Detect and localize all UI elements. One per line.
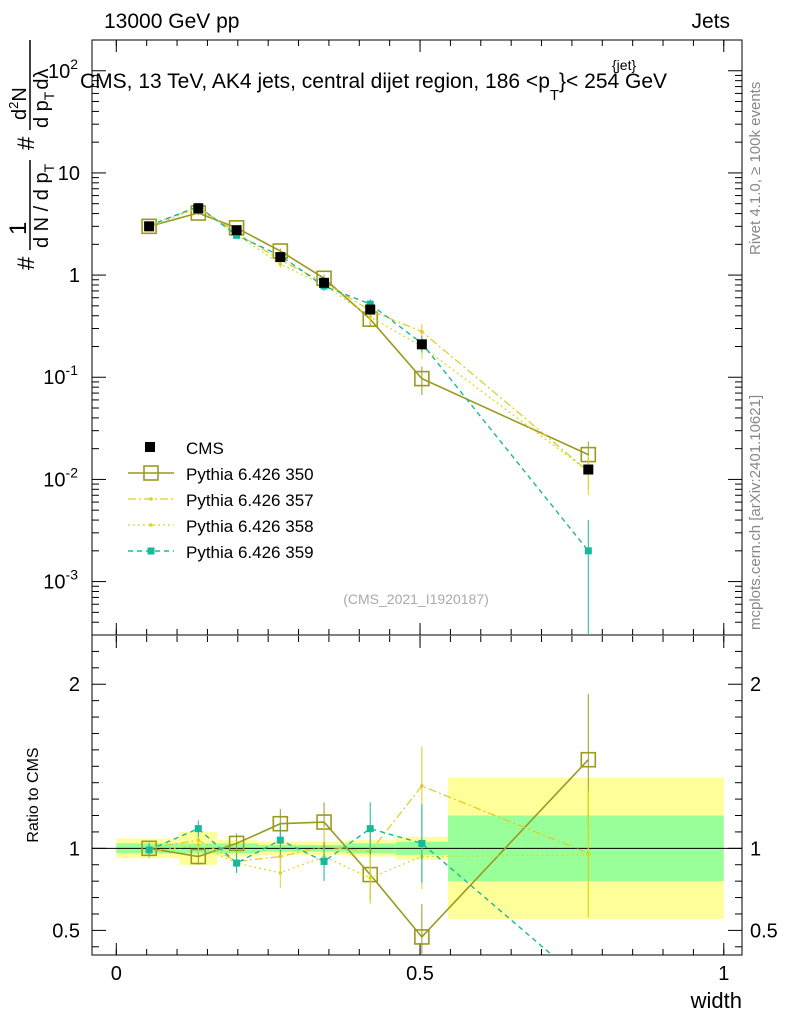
ratio-point-p350 [580, 751, 597, 768]
y-ratio-tick-label: 0.5 [52, 920, 80, 942]
data-point-cms [583, 464, 594, 475]
mcplots-label: mcplots.cern.ch [arXiv:2401.10621] [747, 395, 764, 630]
legend-label-p350: Pythia 6.426 350 [186, 465, 314, 484]
category-label: Jets [691, 10, 730, 33]
y-main-tick-label: 10-3 [43, 567, 78, 594]
ylabel-frac2-den-sub: T [41, 91, 57, 100]
legend-label-cms: CMS [186, 439, 224, 458]
ratio-plot-frame [91, 634, 743, 956]
data-point-cms [144, 221, 155, 232]
series-line-p357 [148, 206, 589, 472]
x-axis-label: width [690, 988, 742, 1013]
ylabel-frac2-num-d: d [9, 109, 31, 120]
ylabel-frac2-den: d pTdλ [31, 69, 57, 129]
ratio-y-label: Ratio to CMS [25, 747, 42, 842]
point-p359 [584, 547, 592, 555]
ylabel-frac2-den-end: dλ [31, 69, 53, 90]
ratio-line-p358 [149, 844, 589, 879]
y-axis-label: # 1 d N / d pT # d2N d pTdλ [5, 40, 57, 270]
ratio-point-p350 [228, 835, 245, 852]
legend-marker-p357 [149, 497, 153, 501]
ratio-point-p359 [194, 825, 202, 833]
data-point-cms [231, 225, 242, 236]
ylabel-frac2-den-text: d p [31, 100, 53, 128]
x-tick-label: 1 [718, 963, 729, 985]
point-p357 [420, 329, 424, 334]
y-main-tick-label: 1 [69, 265, 80, 287]
point-p359 [233, 231, 241, 239]
legend-label-p358: Pythia 6.426 358 [186, 517, 314, 536]
ylabel-one: 1 [5, 222, 32, 235]
y-ratio-tick-label-right: 1 [750, 838, 761, 860]
data-point-cms [319, 277, 330, 288]
ylabel-frac1-den: d N / d pT [31, 163, 57, 248]
legend-marker-cms [145, 442, 155, 452]
ylabel-frac1-den-text: d N / d p [31, 172, 53, 248]
legend-marker-p358 [149, 523, 153, 527]
data-point-cms [365, 304, 376, 315]
ratio-line-p357 [149, 785, 589, 863]
ratio-point-p358 [368, 876, 373, 880]
y-ratio-tick-label: 2 [69, 674, 80, 696]
y-ratio-tick-label: 1 [69, 838, 80, 860]
ylabel-frac2-num-sup: 2 [6, 102, 21, 109]
x-tick-label: 0.5 [406, 963, 434, 985]
ratio-series [141, 694, 597, 955]
energy-label: 13000 GeV pp [104, 10, 239, 33]
series-line-p359 [148, 205, 589, 552]
legend: CMS Pythia 6.426 350 Pythia 6.426 357 Pythi… [128, 439, 314, 562]
plot-title-sub: T [550, 87, 559, 104]
ratio-point-p357 [278, 854, 283, 859]
series-line-p358 [148, 207, 589, 472]
rivet-version-label: Rivet 4.1.0, ≥ 100k events [747, 82, 764, 255]
ratio-point-p359 [418, 839, 426, 847]
y-ratio-tick-label-right: 2 [750, 674, 761, 696]
ratio-point-p359 [276, 836, 284, 844]
data-point-cms [275, 252, 286, 263]
ylabel-hash1: # [13, 256, 40, 270]
ratio-point-p358 [278, 871, 283, 875]
ratio-point-p358 [586, 853, 591, 857]
plot-title-end: }< 254 GeV [559, 70, 667, 93]
ratio-bands [92, 777, 742, 919]
ratio-point-p357 [420, 784, 424, 788]
point-p350 [141, 218, 157, 235]
legend-marker-p350 [143, 465, 159, 481]
ylabel-frac2-num-end: N [9, 87, 31, 101]
plot-title: CMS, 13 TeV, AK4 jets, central dijet reg… [80, 70, 667, 104]
data-point-cms [416, 339, 427, 350]
legend-marker-p359 [147, 547, 155, 555]
legend-label-p357: Pythia 6.426 357 [186, 491, 314, 510]
y-main-tick-label: 10-2 [43, 464, 78, 491]
y-main-tick-label: 10-1 [43, 362, 78, 389]
point-p359 [366, 300, 374, 308]
legend-label-p359: Pythia 6.426 359 [186, 543, 314, 562]
ylabel-frac1-den-sub: T [41, 163, 57, 172]
plot-title-sup: {jet} [612, 57, 636, 73]
ratio-point-p359 [145, 846, 153, 854]
ratio-point-p359 [320, 857, 328, 865]
ratio-point-p359 [366, 825, 374, 833]
x-tick-label: 0 [111, 963, 122, 985]
data-point-cms [193, 203, 204, 214]
axis-ticks: 0 0.5 1 10-3 10-2 10-1 1 10 102 0.5 0.5 1 1 2 2 [43, 39, 778, 985]
y-main-tick-label: 10 [58, 163, 80, 185]
ratio-point-p350 [414, 929, 430, 945]
point-p358 [368, 315, 373, 319]
y-main-tick-label: 102 [48, 56, 78, 83]
point-p358 [278, 262, 283, 266]
plot-title-main: CMS, 13 TeV, AK4 jets, central dijet reg… [80, 70, 550, 93]
series-line-p350 [148, 212, 589, 456]
point-p350 [414, 370, 430, 387]
analysis-watermark: (CMS_2021_I1920187) [343, 591, 489, 607]
ylabel-frac2-num: d2N [6, 87, 31, 120]
ratio-point-p359 [233, 859, 241, 867]
ylabel-hash2: # [13, 136, 40, 150]
main-series [141, 202, 597, 635]
y-ratio-tick-label-right: 0.5 [750, 920, 778, 942]
ratio-point-p358 [196, 843, 201, 847]
